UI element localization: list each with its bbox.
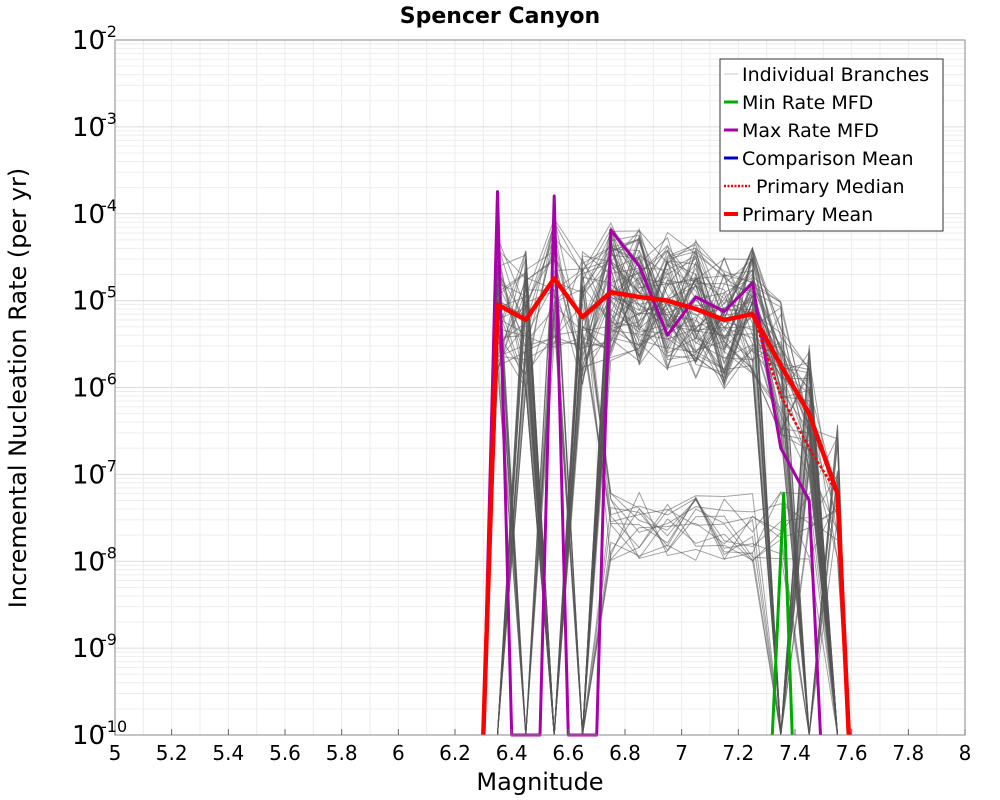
y-tick-exponent: -2	[101, 22, 117, 41]
branch-line	[482, 224, 849, 736]
y-tick-label: 10	[72, 374, 105, 404]
y-tick-exponent: -6	[101, 370, 117, 389]
x-axis-ticks: 5 5.2 5.4 5.6 5.8 6 6.2 6.4 6.6 6.8 7 7.2 7.4 7.6 7.8 8	[109, 729, 972, 765]
branch-line	[483, 228, 849, 736]
x-tick-label: 6.2	[439, 741, 471, 765]
x-tick-label: 5	[109, 741, 122, 765]
x-tick-label: 7.2	[722, 741, 754, 765]
chart-title: Spencer Canyon	[400, 4, 600, 29]
legend-label: Comparison Mean	[742, 148, 914, 170]
x-tick-label: 6.8	[609, 741, 641, 765]
legend-label: Min Rate MFD	[742, 92, 873, 114]
y-tick-label: 10	[72, 547, 105, 577]
x-tick-label: 5.4	[212, 741, 244, 765]
x-tick-label: 7.6	[836, 741, 868, 765]
series-line-primary-mean	[481, 276, 852, 736]
y-tick-exponent: -3	[101, 109, 117, 128]
y-tick-exponent: -4	[101, 196, 117, 215]
x-tick-label: 8	[959, 741, 972, 765]
y-tick-label: 10	[72, 634, 105, 664]
x-tick-label: 7.8	[892, 741, 924, 765]
branch-line	[482, 241, 850, 736]
x-tick-label: 5.8	[326, 741, 358, 765]
y-tick-exponent: -7	[101, 456, 117, 475]
branch-line	[483, 253, 849, 736]
branch-line	[483, 240, 849, 736]
legend-label: Primary Median	[756, 176, 905, 198]
legend-box	[719, 58, 944, 232]
x-tick-label: 6.6	[552, 741, 584, 765]
y-tick-exponent: -5	[101, 283, 117, 302]
x-axis-label: Magnitude	[476, 768, 603, 796]
branch-line	[482, 277, 849, 736]
y-tick-label: 10	[72, 113, 105, 143]
branch-line	[483, 250, 849, 736]
grid-lines	[114, 40, 966, 736]
x-tick-label: 6	[392, 741, 405, 765]
legend-label: Max Rate MFD	[742, 120, 879, 142]
x-tick-label: 7.4	[779, 741, 811, 765]
y-axis-label: Incremental Nucleation Rate (per yr)	[4, 168, 32, 608]
y-tick-exponent: -8	[101, 543, 117, 562]
branch-line	[483, 303, 850, 736]
y-tick-label: 10	[72, 26, 105, 56]
legend-label: Individual Branches	[742, 64, 929, 86]
branch-line	[483, 248, 849, 736]
x-tick-label: 7	[675, 741, 688, 765]
x-tick-label: 6.4	[496, 741, 528, 765]
branch-line	[482, 226, 849, 736]
branch-line	[482, 228, 849, 736]
x-tick-label: 5.6	[269, 741, 301, 765]
series-line-min-rate-mfd	[770, 492, 794, 736]
y-tick-label: 10	[72, 460, 105, 490]
legend-label: Primary Mean	[742, 204, 873, 226]
y-tick-exponent: -9	[101, 630, 117, 649]
y-tick-exponent: -10	[101, 717, 127, 736]
branch-line	[483, 290, 849, 736]
y-axis-ticks: 10-210-310-410-510-610-710-810-910-10	[72, 22, 127, 751]
legend: Individual Branches Min Rate MFD Max Rate …	[719, 58, 944, 232]
y-tick-label: 10	[72, 287, 105, 317]
y-tick-label: 10	[72, 200, 105, 230]
y-tick-label: 10	[72, 721, 105, 751]
x-tick-label: 5.2	[156, 741, 188, 765]
plot-frame	[114, 39, 966, 736]
